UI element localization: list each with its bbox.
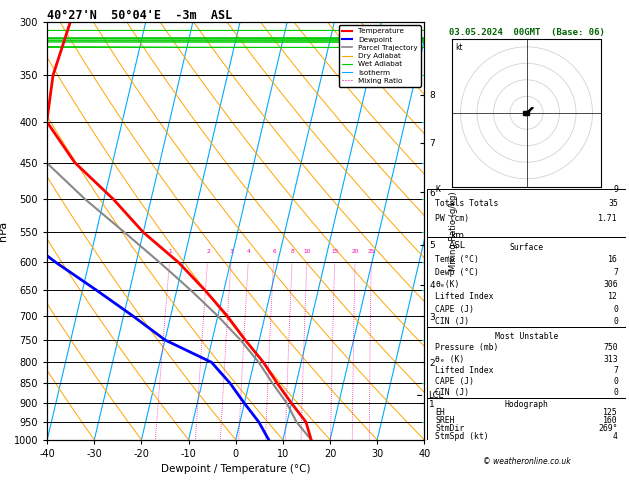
Text: 16: 16 [608,255,618,264]
Text: 1: 1 [169,249,172,254]
Text: 7: 7 [613,366,618,375]
Text: Lifted Index: Lifted Index [435,292,494,301]
Bar [427,189,626,237]
Text: SREH: SREH [435,416,455,425]
Text: LCL: LCL [428,391,443,400]
Text: 3: 3 [230,249,233,254]
Text: CIN (J): CIN (J) [435,388,469,398]
Text: CAPE (J): CAPE (J) [435,305,474,313]
Text: StmDir: StmDir [435,424,464,433]
Text: 25: 25 [367,249,375,254]
Text: Lifted Index: Lifted Index [435,366,494,375]
Text: K: K [435,185,440,193]
Text: CAPE (J): CAPE (J) [435,377,474,386]
Text: 313: 313 [603,355,618,364]
Text: 10: 10 [304,249,311,254]
X-axis label: Dewpoint / Temperature (°C): Dewpoint / Temperature (°C) [161,465,311,474]
Bar [427,327,626,398]
Text: Mixing Ratio (g/kg): Mixing Ratio (g/kg) [449,191,458,271]
Text: 2: 2 [206,249,210,254]
Text: Surface: Surface [509,243,543,252]
Text: Totals Totals: Totals Totals [435,199,499,208]
Y-axis label: hPa: hPa [0,221,8,241]
Legend: Temperature, Dewpoint, Parcel Trajectory, Dry Adiabat, Wet Adiabat, Isotherm, Mi: Temperature, Dewpoint, Parcel Trajectory… [338,25,421,87]
Text: 1.71: 1.71 [598,214,618,223]
Text: kt: kt [455,43,464,52]
Text: Hodograph: Hodograph [504,400,548,409]
Text: CIN (J): CIN (J) [435,317,469,326]
Text: 4: 4 [613,432,618,441]
Bar [427,237,626,327]
Text: 0: 0 [613,317,618,326]
Text: © weatheronline.co.uk: © weatheronline.co.uk [482,456,571,466]
Text: 0: 0 [613,305,618,313]
Y-axis label: km
ASL: km ASL [448,231,465,250]
Text: 20: 20 [352,249,359,254]
Text: 0: 0 [613,388,618,398]
Text: EH: EH [435,408,445,417]
Text: 40°27'N  50°04'E  -3m  ASL: 40°27'N 50°04'E -3m ASL [47,9,233,22]
Text: 12: 12 [608,292,618,301]
Text: 8: 8 [291,249,294,254]
Text: 15: 15 [331,249,338,254]
Text: 750: 750 [603,343,618,352]
Text: PW (cm): PW (cm) [435,214,469,223]
Text: 35: 35 [608,199,618,208]
Text: Temp (°C): Temp (°C) [435,255,479,264]
Text: 4: 4 [247,249,250,254]
Text: 306: 306 [603,280,618,289]
Text: 03.05.2024  00GMT  (Base: 06): 03.05.2024 00GMT (Base: 06) [448,28,604,37]
Text: Dewp (°C): Dewp (°C) [435,268,479,277]
Text: θₑ (K): θₑ (K) [435,355,464,364]
Text: Pressure (mb): Pressure (mb) [435,343,499,352]
Bar [427,398,626,440]
Text: 0: 0 [613,377,618,386]
Text: StmSpd (kt): StmSpd (kt) [435,432,489,441]
Text: 9: 9 [613,185,618,193]
Text: 160: 160 [603,416,618,425]
Text: 269°: 269° [598,424,618,433]
Text: 6: 6 [272,249,276,254]
Text: 125: 125 [603,408,618,417]
Text: 7: 7 [613,268,618,277]
Text: Most Unstable: Most Unstable [495,332,558,341]
Text: θₑ(K): θₑ(K) [435,280,460,289]
